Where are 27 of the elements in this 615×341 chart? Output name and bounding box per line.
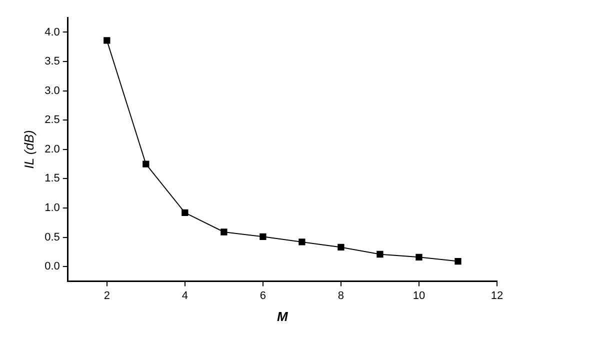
y-tick-label: 2.0 <box>44 143 60 156</box>
point <box>298 238 306 246</box>
point <box>416 254 422 261</box>
y-tick-label: 2.5 <box>44 114 60 126</box>
point <box>454 258 462 265</box>
point <box>376 250 384 258</box>
x-tick-label: 12 <box>490 290 504 302</box>
point <box>182 209 188 216</box>
point <box>260 233 266 240</box>
y-tick-label: 0.0 <box>44 260 60 273</box>
y-tick-label: 3.0 <box>44 84 60 97</box>
x-tick-label: 10 <box>412 290 426 302</box>
x-tick-label: 6 <box>260 290 266 302</box>
y-tick-label: 0.5 <box>44 231 60 244</box>
y-tick-label: 1.5 <box>44 172 60 185</box>
x-tick-label: 8 <box>338 290 344 302</box>
point <box>104 37 110 44</box>
y-axis-title: IL (dB) <box>21 130 36 169</box>
x-tick-label: 4 <box>182 290 188 302</box>
y-tick-label: 3.5 <box>44 56 60 68</box>
point <box>220 228 228 236</box>
x-axis-title: M <box>277 308 290 324</box>
y-tick-label: 4.0 <box>44 26 60 38</box>
point <box>142 160 150 168</box>
y-tick-label: 1.0 <box>44 202 60 214</box>
x-tick-label: 2 <box>104 290 110 302</box>
point <box>338 244 344 251</box>
